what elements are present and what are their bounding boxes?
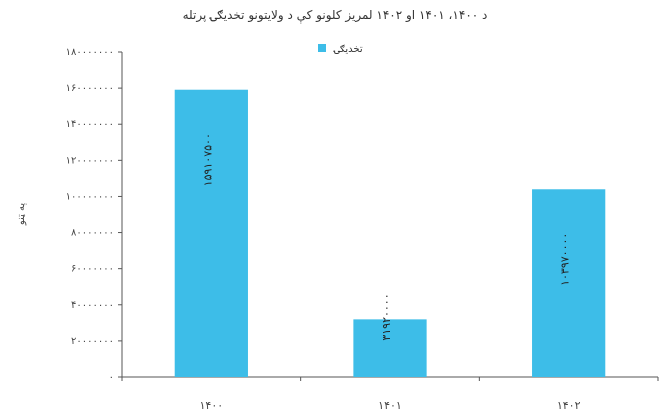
y-tick-label: ۴۰۰۰۰۰۰۰	[71, 300, 114, 311]
y-tick-label: ۱۶۰۰۰۰۰۰۰	[66, 83, 114, 94]
y-tick-label: ۶۰۰۰۰۰۰۰	[71, 264, 114, 275]
y-tick-label: ۱۴۰۰۰۰۰۰۰	[66, 119, 114, 130]
bar	[174, 89, 248, 378]
y-tick-label: ۸۰۰۰۰۰۰۰	[71, 228, 114, 239]
x-labels: ۱۴۰۰ ۱۴۰۱ ۱۴۰۲	[200, 399, 581, 412]
data-label: ۱۵۹۱۰۷۵۰۰	[201, 133, 214, 186]
y-tick-label: ۰	[109, 372, 114, 383]
data-label: ۱۰۳۹۷۰۰۰۰	[559, 233, 572, 286]
data-label: ۳۱۹۲۰۰۰۰	[380, 293, 393, 340]
y-tick-label: ۱۸۰۰۰۰۰۰۰	[66, 47, 114, 58]
bar	[353, 319, 427, 377]
y-tick-label: ۱۰۰۰۰۰۰۰۰	[66, 191, 114, 202]
bars	[174, 89, 606, 378]
y-ticks: ۰ ۲۰۰۰۰۰۰۰ ۴۰۰۰۰۰۰۰ ۶۰۰۰۰۰۰۰ ۸۰۰۰۰۰۰۰ ۱۰۰۰۰۰۰…	[66, 47, 122, 383]
data-labels: ۱۵۹۱۰۷۵۰۰ ۳۱۹۲۰۰۰۰ ۱۰۳۹۷۰۰۰۰	[201, 133, 571, 341]
y-tick-label: ۱۲۰۰۰۰۰۰۰	[66, 155, 114, 166]
legend: تخدیګۍ	[318, 44, 363, 55]
x-tick-label: ۱۴۰۲	[557, 399, 581, 412]
x-tick-label: ۱۴۰۱	[378, 399, 402, 412]
y-axis-title: په ټنو	[16, 203, 27, 227]
y-tick-label: ۲۰۰۰۰۰۰۰	[71, 336, 114, 347]
x-tick-label: ۱۴۰۰	[200, 399, 224, 412]
chart-title: د ۱۴۰۰، ۱۴۰۱ او ۱۴۰۲ لمریز کلونو کې د ول…	[182, 8, 488, 22]
bar	[532, 189, 606, 377]
legend-swatch	[318, 44, 326, 52]
legend-label: تخدیګۍ	[333, 44, 363, 55]
